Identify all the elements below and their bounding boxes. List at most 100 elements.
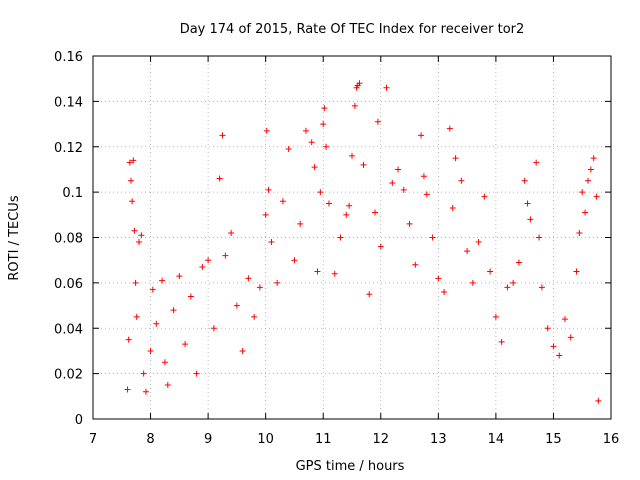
data-point bbox=[452, 155, 459, 162]
data-point bbox=[595, 397, 602, 404]
data-point bbox=[320, 121, 327, 128]
data-point bbox=[536, 234, 543, 241]
y-tick-label: 0.02 bbox=[54, 368, 83, 383]
data-point bbox=[129, 198, 136, 205]
data-point bbox=[176, 273, 183, 280]
data-points bbox=[124, 80, 602, 404]
data-point bbox=[251, 313, 258, 320]
data-point bbox=[377, 243, 384, 250]
data-point bbox=[337, 234, 344, 241]
data-point bbox=[590, 155, 597, 162]
data-point bbox=[349, 152, 355, 159]
data-point bbox=[420, 173, 427, 180]
x-tick-label: 9 bbox=[204, 432, 212, 447]
data-point bbox=[504, 284, 511, 291]
data-point bbox=[314, 268, 321, 275]
data-point bbox=[441, 288, 448, 295]
x-tick-label: 7 bbox=[89, 432, 97, 447]
data-point bbox=[383, 84, 390, 91]
data-point bbox=[406, 220, 413, 227]
data-point bbox=[550, 343, 557, 350]
data-point bbox=[136, 239, 143, 246]
data-point bbox=[245, 275, 252, 282]
data-point bbox=[262, 211, 269, 218]
data-point bbox=[556, 352, 563, 359]
data-point bbox=[374, 118, 381, 125]
data-point bbox=[216, 175, 223, 182]
data-point bbox=[400, 186, 407, 193]
data-point bbox=[515, 259, 522, 266]
data-point bbox=[356, 80, 363, 87]
y-tick-label: 0.12 bbox=[54, 141, 83, 156]
x-tick-label: 8 bbox=[146, 432, 154, 447]
grid-lines bbox=[93, 56, 611, 419]
data-point bbox=[582, 209, 589, 216]
data-point bbox=[533, 159, 540, 166]
data-point bbox=[538, 284, 545, 291]
data-point bbox=[302, 127, 309, 134]
data-point bbox=[331, 270, 338, 277]
data-point bbox=[205, 257, 212, 264]
data-point bbox=[317, 189, 324, 196]
data-point bbox=[285, 146, 292, 153]
x-tick-label: 11 bbox=[315, 432, 332, 447]
data-point bbox=[584, 177, 591, 184]
data-point bbox=[182, 341, 189, 348]
data-point bbox=[133, 313, 140, 320]
data-point bbox=[233, 302, 240, 309]
data-point bbox=[159, 277, 166, 284]
data-point bbox=[268, 239, 275, 246]
data-point bbox=[389, 180, 396, 187]
data-point bbox=[366, 291, 373, 298]
x-axis-label: GPS time / hours bbox=[296, 459, 405, 474]
data-point bbox=[579, 189, 586, 196]
data-point bbox=[360, 161, 367, 168]
data-point bbox=[263, 127, 270, 134]
data-point bbox=[125, 336, 132, 343]
data-point bbox=[418, 132, 425, 139]
data-point bbox=[510, 279, 517, 286]
data-point bbox=[576, 229, 583, 236]
data-point bbox=[429, 234, 436, 241]
y-axis-ticks: 0 0.02 0.04 0.06 0.08 0.1 0.12 0.14 0.16 bbox=[54, 50, 611, 428]
data-point bbox=[210, 325, 217, 332]
data-point bbox=[492, 313, 499, 320]
data-point bbox=[291, 257, 298, 264]
y-tick-label: 0.1 bbox=[62, 186, 83, 201]
y-axis-label: ROTI / TECUs bbox=[7, 195, 22, 280]
data-point bbox=[297, 220, 304, 227]
data-point bbox=[412, 261, 419, 268]
data-point bbox=[199, 263, 206, 270]
data-point bbox=[423, 191, 430, 198]
data-point bbox=[561, 316, 568, 323]
data-point bbox=[170, 307, 177, 314]
x-tick-label: 15 bbox=[545, 432, 562, 447]
data-point bbox=[487, 268, 494, 275]
x-tick-label: 16 bbox=[603, 432, 620, 447]
data-point bbox=[521, 177, 528, 184]
y-tick-label: 0.16 bbox=[54, 50, 83, 65]
data-point bbox=[131, 227, 138, 234]
x-tick-label: 14 bbox=[488, 432, 505, 447]
data-point bbox=[311, 164, 318, 171]
data-point bbox=[153, 320, 160, 327]
data-point bbox=[544, 325, 551, 332]
data-point bbox=[475, 239, 482, 246]
data-point bbox=[187, 293, 194, 300]
data-point bbox=[593, 193, 600, 200]
data-point bbox=[469, 279, 476, 286]
data-point bbox=[524, 200, 531, 207]
data-point bbox=[124, 386, 131, 393]
data-point bbox=[567, 334, 574, 341]
data-point bbox=[138, 232, 145, 239]
chart-title: Day 174 of 2015, Rate Of TEC Index for r… bbox=[180, 22, 525, 37]
data-point bbox=[395, 166, 402, 173]
data-point bbox=[323, 143, 330, 150]
data-point bbox=[127, 177, 134, 184]
y-tick-label: 0.04 bbox=[54, 322, 83, 337]
data-point bbox=[498, 338, 505, 345]
data-point bbox=[265, 186, 272, 193]
y-tick-label: 0.14 bbox=[54, 95, 83, 110]
y-tick-label: 0.08 bbox=[54, 232, 83, 247]
